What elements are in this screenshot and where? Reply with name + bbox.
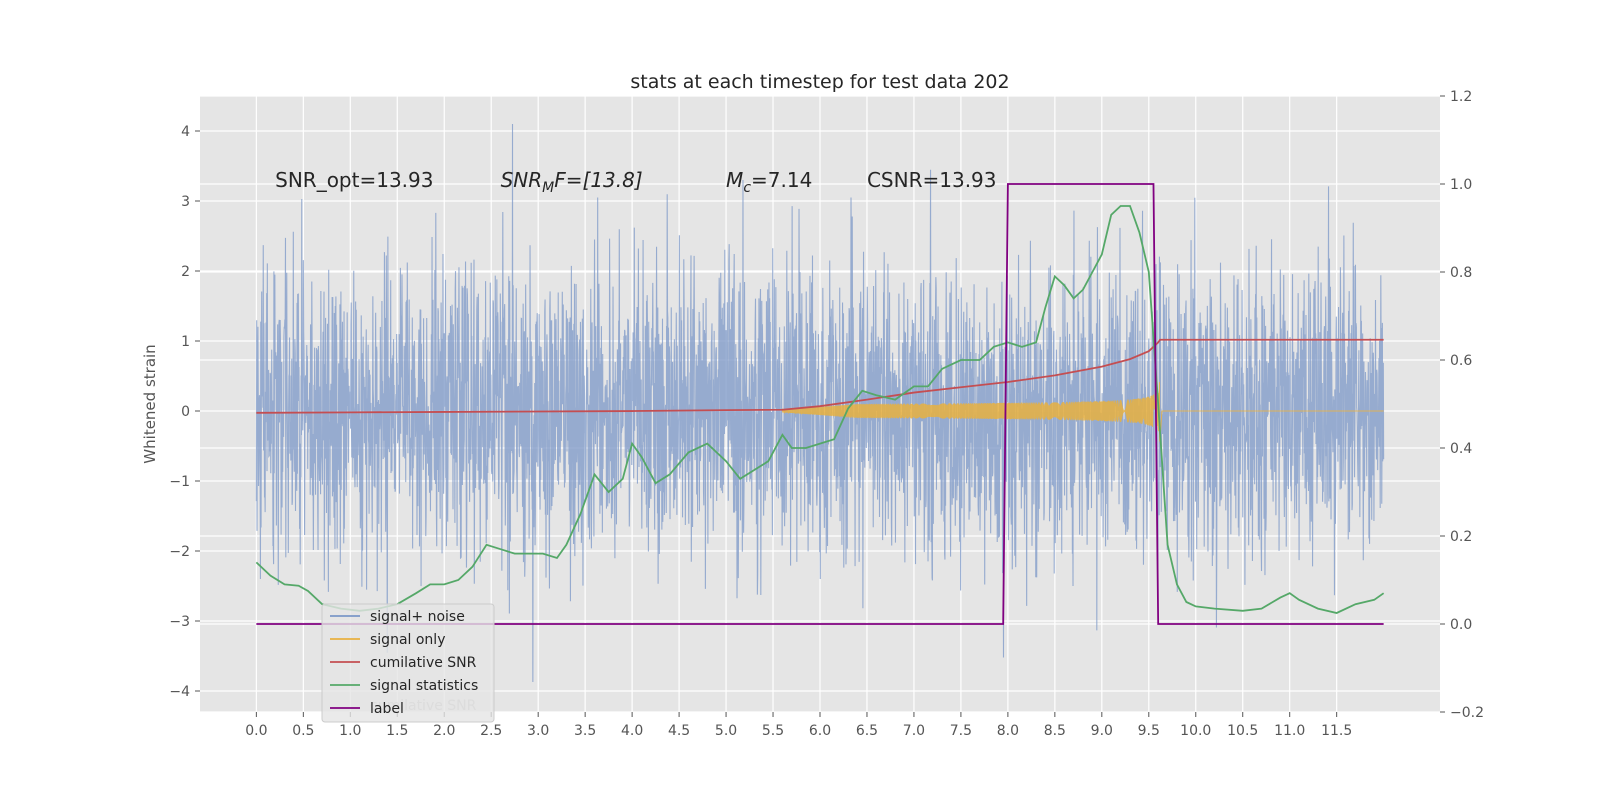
legend: cumilative SNR signal+ noise signal only cu…: [321, 603, 495, 723]
y2-tick-label: 1.2: [1450, 89, 1472, 105]
x-tick-label: 6.5: [856, 723, 878, 739]
y-tick-label: −4: [169, 684, 190, 700]
signal-statistics-line: [255, 205, 1385, 614]
x-tick-label: 7.5: [950, 723, 972, 739]
x-tick-label: 11.5: [1321, 723, 1352, 739]
annotation-4: CSNR=13.93: [867, 168, 997, 192]
ticks: 0.0 0.5 1.0 1.5 2.0 2.5 3.0 3.5 4.0 4.5 5.0 5.5 6.0 6…: [169, 89, 1484, 739]
y2-tick-label: 0.0: [1450, 617, 1472, 633]
x-tick-label: 1.0: [339, 723, 361, 739]
x-tick-label: 0.5: [292, 723, 314, 739]
legend-entry: label: [370, 701, 404, 717]
legend-entry: cumilative SNR: [370, 655, 477, 671]
line-series: [255, 183, 1385, 625]
y-tick-label: −3: [169, 614, 190, 630]
annotation-3: Mc=7.14: [726, 168, 812, 196]
annotations: SNR_opt=13.93 SNRMF=[13.8] Mc=7.14 CSNR=13.…: [275, 168, 996, 196]
y-tick-label: −2: [169, 544, 190, 560]
legend-entry: signal+ noise: [370, 609, 465, 625]
x-tick-label: 2.5: [480, 723, 502, 739]
legend-entry: signal only: [370, 632, 445, 648]
x-tick-label: 5.0: [715, 723, 737, 739]
y-tick-label: 3: [181, 194, 190, 210]
x-tick-label: 6.0: [809, 723, 831, 739]
x-tick-label: 5.5: [762, 723, 784, 739]
y-tick-label: −1: [169, 474, 190, 490]
x-tick-label: 3.0: [527, 723, 549, 739]
x-tick-label: 9.0: [1091, 723, 1113, 739]
annotation-1: SNR_opt=13.93: [275, 168, 433, 192]
y2-tick-label: 1.0: [1450, 177, 1472, 193]
label-line: [256, 183, 1384, 625]
y2-tick-label: 0.2: [1450, 529, 1472, 545]
x-tick-label: 10.0: [1180, 723, 1211, 739]
y2-tick-label: 0.4: [1450, 441, 1472, 457]
y-tick-label: 2: [181, 264, 190, 280]
x-tick-label: 2.0: [433, 723, 455, 739]
y-tick-label: 0: [181, 404, 190, 420]
x-tick-label: 0.0: [245, 723, 267, 739]
x-tick-label: 8.0: [997, 723, 1019, 739]
x-tick-label: 1.5: [386, 723, 408, 739]
x-tick-label: 11.0: [1274, 723, 1305, 739]
x-tick-label: 4.0: [621, 723, 643, 739]
y2-tick-label: 0.6: [1450, 353, 1472, 369]
y2-tick-label: −0.2: [1450, 705, 1484, 721]
annotation-2: SNRMF=[13.8]: [501, 168, 643, 196]
legend-ghost-text: cumilative SNR: [370, 698, 477, 714]
y-tick-label: 1: [181, 334, 190, 350]
x-tick-label: 3.5: [574, 723, 596, 739]
x-tick-label: 8.5: [1044, 723, 1066, 739]
cumilative-snr-line: [256, 338, 1384, 414]
y-tick-label: 4: [181, 124, 190, 140]
y-axis-label: Whitened strain: [141, 344, 159, 463]
x-tick-label: 9.5: [1138, 723, 1160, 739]
legend-box: [321, 603, 495, 723]
x-tick-label: 7.0: [903, 723, 925, 739]
x-tick-label: 4.5: [668, 723, 690, 739]
chart-title: stats at each timestep for test data 202: [630, 71, 1009, 93]
x-tick-label: 10.5: [1227, 723, 1258, 739]
y2-tick-label: 0.8: [1450, 265, 1472, 281]
legend-entry: signal statistics: [370, 678, 478, 694]
